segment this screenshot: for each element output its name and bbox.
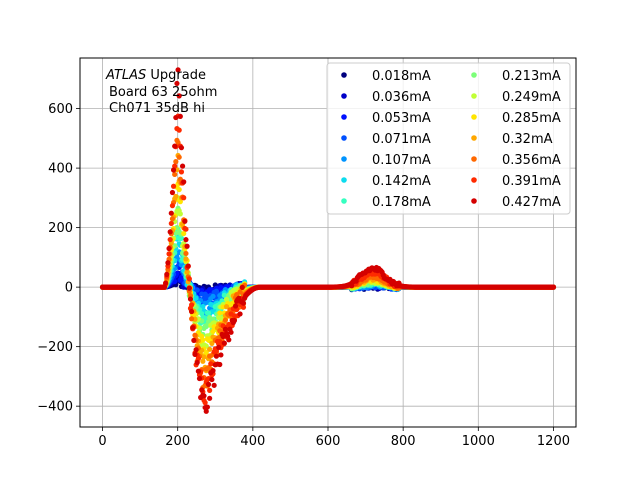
data-point xyxy=(208,361,214,367)
data-point xyxy=(240,304,247,310)
data-point xyxy=(166,251,172,257)
data-point xyxy=(177,211,183,217)
data-point xyxy=(210,293,216,299)
data-point xyxy=(202,400,208,406)
data-point xyxy=(184,269,190,275)
data-point xyxy=(183,250,189,257)
data-point xyxy=(173,159,179,165)
data-point xyxy=(200,303,206,310)
data-point xyxy=(201,354,207,360)
data-point xyxy=(176,127,182,133)
data-points xyxy=(99,67,557,414)
data-point xyxy=(183,256,189,262)
data-point xyxy=(170,183,177,189)
data-point xyxy=(194,287,200,293)
data-point xyxy=(195,355,201,362)
data-point xyxy=(209,340,215,346)
data-point xyxy=(168,220,174,227)
data-point xyxy=(217,310,223,316)
data-point xyxy=(176,154,182,160)
data-point xyxy=(189,316,195,322)
data-point xyxy=(167,236,173,243)
data-point xyxy=(178,235,185,241)
data-point xyxy=(178,169,185,175)
data-point xyxy=(207,387,213,393)
data-point xyxy=(169,203,176,209)
data-point xyxy=(222,317,229,323)
data-point xyxy=(173,193,179,200)
data-point xyxy=(176,186,182,193)
data-point xyxy=(189,302,195,308)
data-point xyxy=(223,304,230,310)
data-point xyxy=(207,346,213,352)
data-point xyxy=(200,337,206,343)
data-point xyxy=(172,171,178,178)
data-point xyxy=(192,332,198,338)
data-point xyxy=(181,195,187,201)
data-point xyxy=(169,216,176,222)
data-point xyxy=(200,358,206,364)
data-point xyxy=(186,276,192,282)
data-point xyxy=(205,310,212,316)
data-point xyxy=(193,295,199,301)
data-point xyxy=(183,226,189,232)
data-point xyxy=(203,349,209,356)
data-point xyxy=(181,230,187,237)
